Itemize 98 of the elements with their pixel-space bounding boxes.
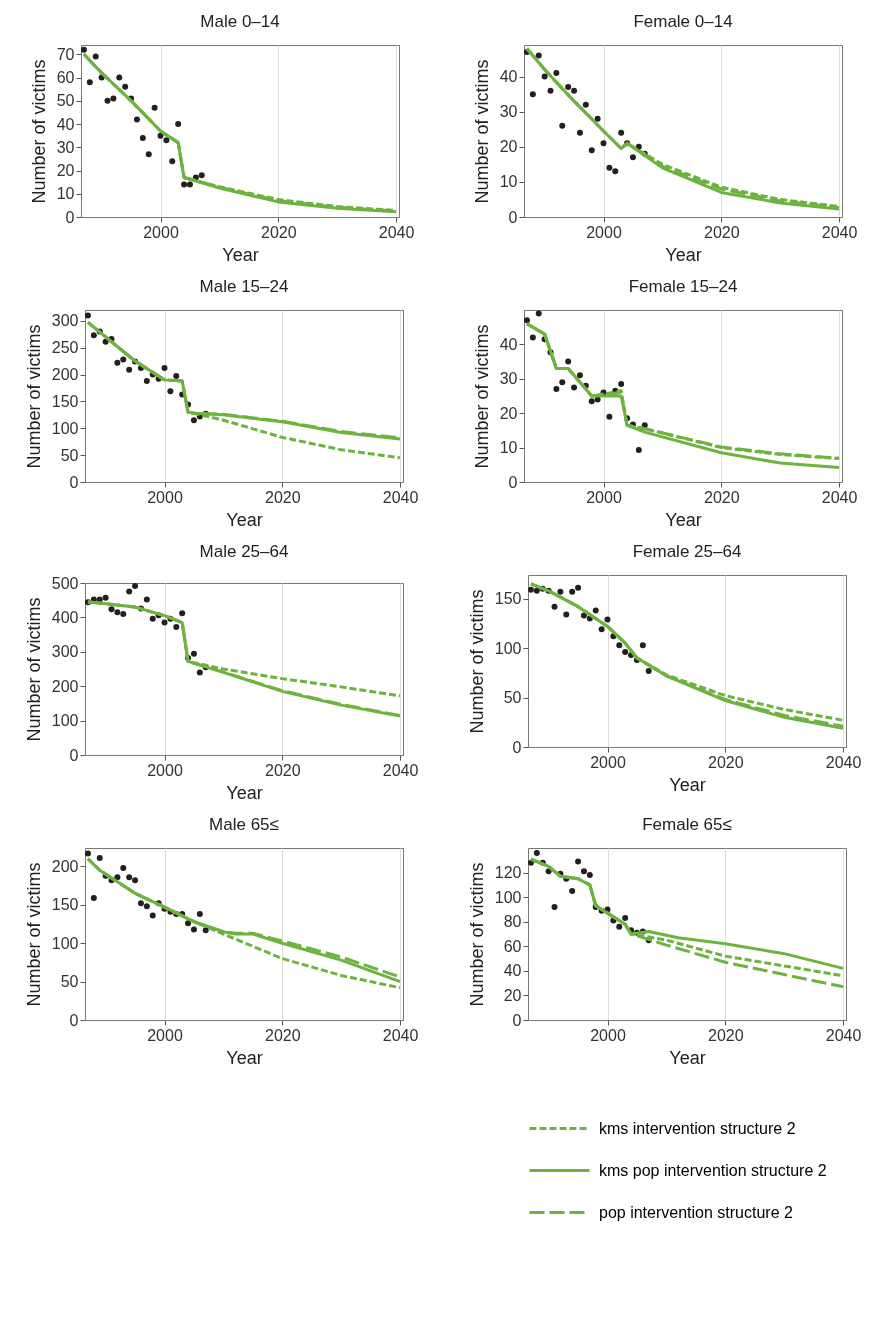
x-tick-label: 2020 [264, 761, 301, 779]
x-axis-title: Year [226, 1047, 263, 1068]
y-tick-label: 50 [56, 92, 75, 110]
y-tick-label: 80 [503, 913, 522, 931]
y-tick-label: 40 [503, 962, 522, 980]
y-axis-title: Number of victims [23, 324, 44, 469]
chart-title: Male 65≤ [209, 815, 279, 834]
x-tick-label: 2000 [147, 488, 183, 506]
x-axis-title: Year [669, 774, 706, 795]
y-tick-label: 250 [51, 339, 79, 357]
y-tick-label: 30 [499, 370, 518, 388]
chart-title: Female 65≤ [642, 815, 732, 834]
x-tick-label: 2000 [147, 761, 183, 779]
x-tick-label: 2040 [382, 1026, 419, 1044]
x-tick-label: 2000 [590, 1026, 626, 1044]
y-tick-label: 50 [60, 446, 79, 464]
x-axis-title: Year [664, 244, 702, 265]
x-tick-label: 2020 [264, 1026, 301, 1044]
x-tick-label: 2040 [378, 223, 414, 241]
y-tick-label: 0 [69, 1011, 79, 1029]
x-tick-label: 2040 [382, 488, 419, 506]
y-tick-label: 20 [499, 138, 518, 156]
y-tick-label: 0 [65, 208, 75, 226]
y-tick-label: 60 [503, 937, 522, 955]
y-tick-label: 0 [512, 738, 522, 756]
y-tick-label: 40 [499, 68, 518, 86]
y-tick-label: 10 [499, 173, 518, 191]
y-tick-label: 100 [494, 639, 522, 657]
x-tick-label: 2000 [147, 1026, 183, 1044]
y-axis-title: Number of victims [466, 589, 487, 734]
y-tick-label: 10 [56, 185, 75, 203]
chart-title: Male 25–64 [199, 542, 289, 561]
y-tick-label: 300 [51, 312, 79, 330]
y-tick-label: 20 [503, 986, 522, 1004]
x-tick-label: 2000 [585, 223, 622, 241]
x-tick-label: 2040 [821, 488, 857, 506]
y-tick-label: 200 [51, 366, 79, 383]
y-tick-label: 50 [503, 689, 522, 707]
y-tick-label: 100 [51, 934, 79, 952]
y-tick-label: 0 [69, 746, 79, 764]
y-tick-label: 10 [499, 439, 518, 457]
legend-label: pop intervention structure 2 [599, 1203, 793, 1221]
y-tick-label: 0 [512, 1011, 522, 1029]
y-tick-label: 300 [51, 643, 79, 661]
x-tick-label: 2040 [382, 761, 419, 779]
legend-label: kms pop intervention structure 2 [599, 1161, 827, 1179]
y-tick-label: 150 [51, 392, 79, 410]
y-tick-label: 0 [69, 473, 79, 491]
y-tick-label: 120 [494, 864, 522, 882]
x-tick-label: 2020 [264, 488, 301, 506]
x-tick-label: 2020 [260, 223, 297, 241]
y-tick-label: 150 [494, 590, 522, 608]
x-axis-title: Year [226, 509, 263, 530]
chart-title: Female 0–14 [632, 12, 733, 31]
y-axis-title: Number of victims [471, 324, 492, 469]
x-axis-title: Year [669, 1047, 706, 1068]
x-tick-label: 2020 [703, 223, 740, 241]
chart-title: Female 15–24 [628, 277, 737, 296]
y-tick-label: 50 [60, 973, 79, 991]
y-tick-label: 100 [51, 712, 79, 730]
y-tick-label: 30 [56, 138, 75, 156]
x-tick-label: 2040 [821, 223, 857, 241]
chart-title: Female 25–64 [632, 542, 742, 561]
y-tick-label: 20 [499, 404, 518, 422]
y-tick-label: 40 [499, 335, 518, 353]
legend-label: kms intervention structure 2 [599, 1119, 796, 1137]
chart-title: Male 15–24 [199, 277, 289, 296]
x-axis-title: Year [226, 782, 263, 803]
y-axis-title: Number of victims [28, 59, 49, 204]
y-tick-label: 200 [51, 677, 79, 695]
y-tick-label: 100 [494, 888, 522, 906]
x-tick-label: 2020 [707, 753, 744, 771]
y-tick-label: 20 [56, 162, 75, 180]
x-tick-label: 2040 [825, 1026, 862, 1044]
x-tick-label: 2020 [703, 488, 740, 506]
y-tick-label: 30 [499, 103, 518, 121]
y-tick-label: 150 [51, 896, 79, 914]
y-tick-label: 100 [51, 419, 79, 437]
x-tick-label: 2020 [707, 1026, 744, 1044]
y-tick-label: 70 [56, 45, 75, 63]
y-tick-label: 0 [508, 208, 518, 226]
y-axis-title: Number of victims [23, 862, 44, 1007]
y-axis-title: Number of victims [23, 597, 44, 742]
chart-title: Male 0–14 [199, 12, 280, 31]
x-axis-title: Year [221, 244, 259, 265]
y-tick-label: 40 [56, 115, 75, 133]
y-tick-label: 400 [51, 608, 79, 626]
y-axis-title: Number of victims [466, 862, 487, 1007]
y-tick-label: 60 [56, 69, 75, 87]
x-tick-label: 2000 [590, 753, 626, 771]
x-tick-label: 2040 [825, 753, 862, 771]
x-axis-title: Year [664, 509, 702, 530]
y-tick-label: 500 [51, 574, 79, 592]
y-axis-title: Number of victims [471, 59, 492, 204]
x-tick-label: 2000 [585, 488, 622, 506]
y-tick-label: 0 [508, 473, 518, 491]
y-tick-label: 200 [51, 857, 79, 875]
x-tick-label: 2000 [142, 223, 179, 241]
